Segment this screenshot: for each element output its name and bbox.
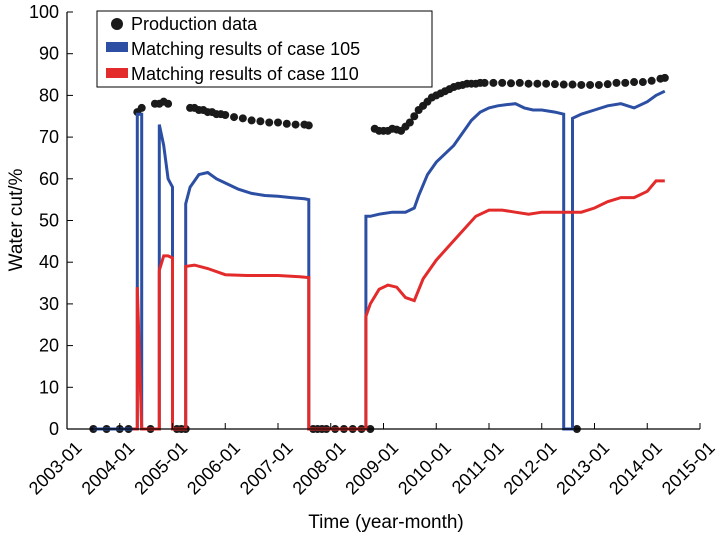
x-tick-label: 2013-01 [552,438,613,499]
production-point [282,119,291,128]
x-tick-label: 2012-01 [500,438,561,499]
y-tick-label: 0 [49,419,59,439]
production-point [568,80,577,89]
y-tick-label: 50 [39,211,59,231]
x-tick-label: 2008-01 [289,438,350,499]
production-point [291,120,300,129]
y-tick-label: 20 [39,336,59,356]
x-tick-label: 2005-01 [130,438,191,499]
y-tick-label: 80 [39,85,59,105]
production-point [247,116,256,125]
x-tick-label: 2006-01 [183,438,244,499]
production-point [515,78,524,87]
production-point [533,79,542,88]
production-point [230,113,239,122]
x-tick-label: 2009-01 [341,438,402,499]
production-point [621,78,630,87]
y-tick-label: 90 [39,44,59,64]
legend-marker-case-105 [106,42,128,52]
legend-label-case-110: Matching results of case 110 [131,64,359,84]
y-tick-label: 100 [29,2,59,22]
production-point [577,80,586,89]
y-tick-label: 40 [39,252,59,272]
production-point [274,118,282,127]
case-105-line [93,89,666,431]
y-axis-title: Water cut/% [6,169,27,272]
production-point [630,78,639,87]
series-layer [89,73,669,433]
y-tick-label: 60 [39,169,59,189]
legend-label-production: Production data [131,14,258,34]
production-point [594,80,603,89]
x-tick-label: 2003-01 [25,438,86,499]
production-point [221,110,230,119]
y-tick-label: 10 [39,377,59,397]
production-point [550,80,559,89]
case-110-line [132,179,665,431]
production-point [265,118,274,127]
production-point [304,121,313,130]
production-point [647,76,656,85]
production-point [498,78,507,87]
production-point [489,78,498,87]
x-tick-label: 2015-01 [658,438,719,499]
x-tick-label: 2014-01 [605,438,666,499]
production-point [256,117,265,126]
legend-label-case-105: Matching results of case 105 [131,39,360,59]
x-axis-title: Time (year-month) [308,512,464,533]
production-point [542,79,551,88]
production-point [137,103,146,112]
production-point [410,112,419,121]
legend-marker-case-110 [106,68,128,78]
production-point [603,80,612,89]
x-tick-label: 2004-01 [78,438,139,499]
x-tick-label: 2007-01 [236,438,297,499]
production-point [638,78,647,87]
x-tick-label: 2011-01 [448,438,508,498]
production-point [524,79,533,88]
production-point [612,78,621,87]
production-point [480,78,489,87]
x-tick-label: 2010-01 [394,438,455,499]
production-point [660,73,669,82]
production-point [405,118,414,127]
production-point [238,114,247,123]
legend-box [96,10,433,88]
production-point [164,99,173,108]
series-0-production-points [89,73,669,433]
y-tick-label: 70 [39,127,59,147]
legend: Production data Matching results of case… [96,10,433,88]
production-point [586,80,595,89]
production-point [506,79,515,88]
legend-marker-production [111,18,123,30]
y-tick-label: 30 [39,294,59,314]
production-point [559,80,568,89]
